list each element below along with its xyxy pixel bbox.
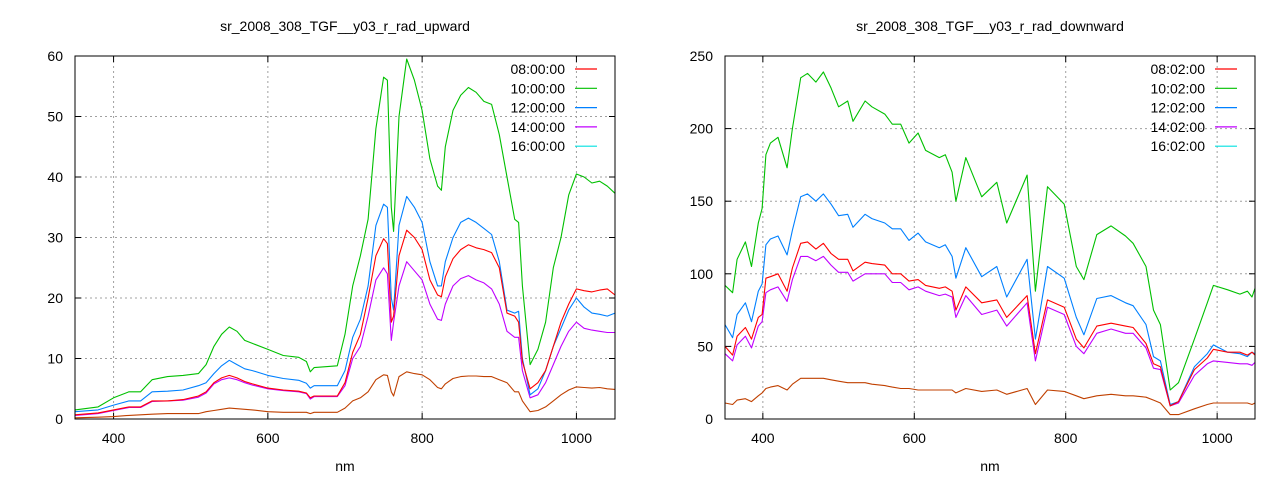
series-line-14-00-00 [74, 261, 615, 416]
legend-label: 08:00:00 [511, 61, 566, 77]
legend-label: 14:00:00 [511, 119, 566, 135]
x-axis-label: nm [980, 458, 999, 474]
x-tick-label: 1000 [561, 430, 592, 446]
series-line-14-02-00 [724, 255, 1256, 407]
series-line-12-02-00 [724, 193, 1256, 406]
y-tick-label: 40 [47, 169, 63, 185]
x-axis-label: nm [335, 458, 354, 474]
y-tick-label: 10 [47, 351, 63, 367]
y-tick-label: 200 [690, 121, 714, 137]
x-tick-label: 1000 [1202, 430, 1233, 446]
y-tick-label: 30 [47, 230, 63, 246]
chart-title: sr_2008_308_TGF__y03_r_rad_downward [856, 18, 1124, 34]
series-line-10-02-00 [724, 71, 1256, 391]
x-tick-label: 400 [751, 430, 775, 446]
y-tick-label: 20 [47, 290, 63, 306]
legend-label: 12:02:00 [1151, 100, 1206, 116]
y-tick-label: 150 [690, 193, 714, 209]
legend-label: 16:00:00 [511, 138, 566, 154]
legend-label: 12:00:00 [511, 100, 566, 116]
x-tick-label: 600 [903, 430, 927, 446]
y-tick-label: 50 [697, 338, 713, 354]
legend-label: 16:02:00 [1151, 138, 1206, 154]
y-tick-label: 60 [47, 48, 63, 64]
legend-label: 14:02:00 [1151, 119, 1206, 135]
y-tick-label: 250 [690, 48, 714, 64]
legend-label: 08:02:00 [1151, 61, 1206, 77]
series-line-10-00-00 [74, 58, 616, 411]
plot-frame [724, 55, 1256, 420]
legend-label: 10:00:00 [511, 80, 566, 96]
series-line-08-02-00 [724, 241, 1256, 407]
x-tick-label: 400 [102, 430, 126, 446]
series-line-16-02-00 [724, 377, 1256, 416]
y-tick-label: 100 [690, 266, 714, 282]
x-tick-label: 600 [256, 430, 280, 446]
x-tick-label: 800 [410, 430, 434, 446]
legend-label: 10:02:00 [1151, 80, 1206, 96]
series-line-08-00-00 [74, 229, 616, 416]
y-tick-label: 50 [47, 109, 63, 125]
plot-frame [74, 55, 616, 420]
chart-title: sr_2008_308_TGF__y03_r_rad_upward [220, 18, 470, 34]
y-tick-label: 0 [55, 411, 63, 427]
series-line-16-00-00 [74, 371, 616, 419]
x-tick-label: 800 [1054, 430, 1078, 446]
y-tick-label: 0 [705, 411, 713, 427]
